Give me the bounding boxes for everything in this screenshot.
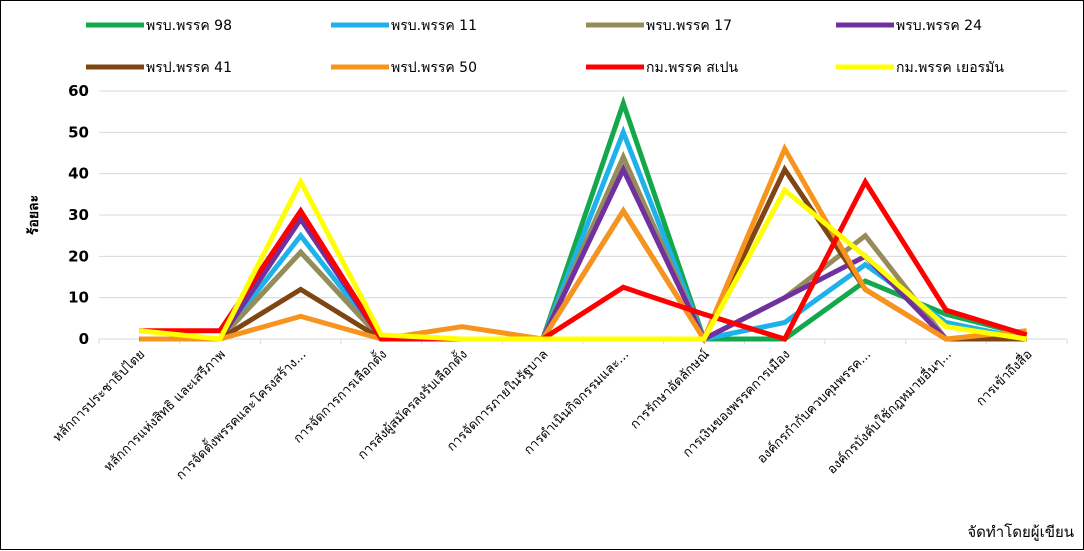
legend-label: พรบ.พรรค 17 [646,18,732,34]
series-line [139,125,1028,342]
y-tick-label: 0 [79,330,89,348]
series-line [139,95,1028,342]
legend-label: พรป.พรรค 50 [391,60,477,76]
legend: พรบ.พรรค 98 พรบ.พรรค 11 พรบ.พรรค 17 พรบ.พรร… [86,18,1004,76]
legend-label: พรบ.พรรค 98 [146,18,232,34]
x-category-label: การจัดตั้งพรรคและโครงสร้าง... [171,345,309,483]
y-tick-label: 50 [68,123,89,141]
y-tick-label: 60 [68,82,89,100]
y-axis: 0 10 20 30 40 50 60 [68,82,89,348]
y-tick-label: 40 [68,165,89,183]
series-line [139,176,1028,342]
y-tick-label: 30 [68,206,89,224]
series-line [139,143,1027,345]
y-tick-label: 10 [68,289,89,307]
x-category-label: องค์กรบังคับใช้กฎหมายอื่นๆ... [823,346,955,478]
series-lines [139,95,1028,345]
legend-label: พรป.พรรค 41 [146,60,232,76]
series-line [139,176,1028,343]
legend-label: พรบ.พรรค 11 [391,18,477,34]
legend-label: กม.พรรค เยอรมัน [896,60,1004,76]
x-category-label: การเข้าถึงสื่อ [972,346,1035,409]
y-tick-label: 20 [68,247,89,265]
legend-label: พรบ.พรรค 24 [896,18,982,34]
y-axis-title: ร้อยละ [26,195,42,235]
source-note: จัดทำโดยผู้เขียน [967,523,1074,541]
x-category-label: หลักการประชาธิปไตย [49,347,148,446]
x-category-label: การรักษาอัตลักษณ์ [627,347,713,433]
series-line [139,150,1027,343]
legend-label: กม.พรรค สเปน [646,60,738,76]
